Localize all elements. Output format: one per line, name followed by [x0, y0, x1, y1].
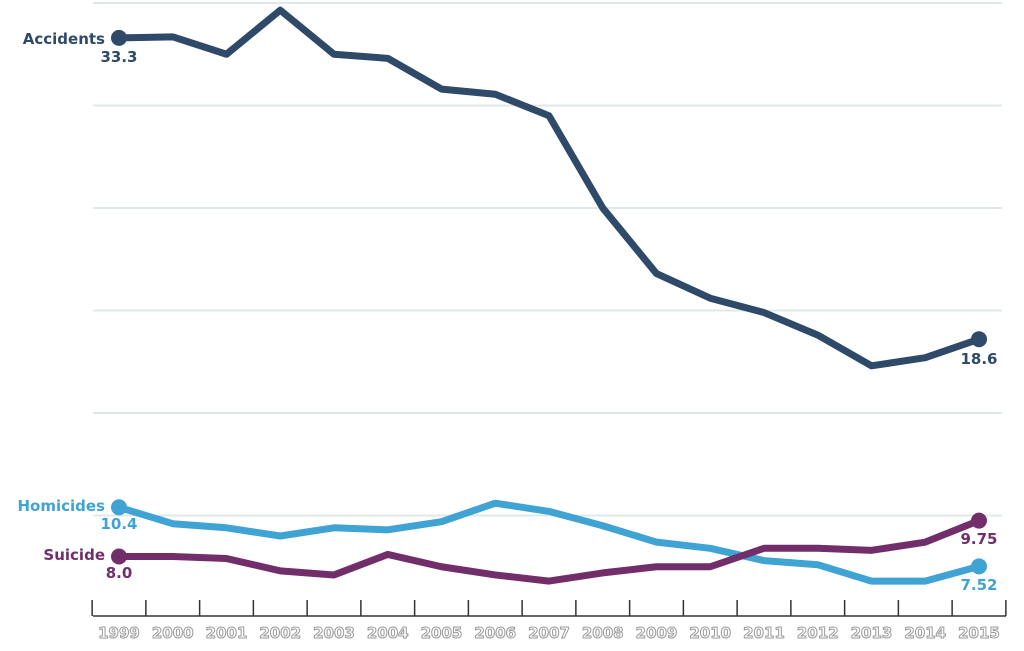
x-tick-label: 2006	[474, 624, 516, 642]
gridlines	[93, 2, 1002, 517]
series-name-label: Accidents	[23, 30, 105, 48]
start-point-marker	[111, 499, 127, 516]
x-tick-label: 2004	[367, 624, 409, 642]
start-point-marker	[111, 29, 127, 46]
x-axis: 1999 2000 2001 2002 2003 2004 2005 2006 2007 2008…	[91, 600, 1007, 643]
series-line-accidents	[115, 6, 983, 370]
start-value-label: 10.4	[100, 515, 137, 533]
start-point-marker	[111, 548, 127, 565]
x-tick-label: 2013	[851, 624, 893, 642]
end-point-marker	[971, 331, 987, 348]
x-tick-label: 2008	[582, 624, 624, 642]
series-line-suicide	[115, 517, 983, 585]
x-tick-label: 2000	[152, 624, 194, 642]
x-tick-label: 2011	[743, 624, 785, 642]
x-tick-label: 2014	[904, 624, 946, 642]
x-tick-label: 2010	[689, 624, 731, 642]
x-tick-label: 2012	[797, 624, 839, 642]
start-value-label: 33.3	[100, 48, 137, 66]
x-tick-label: 2001	[206, 624, 248, 642]
x-tick-label: 2005	[421, 624, 463, 642]
x-tick-label: 2002	[259, 624, 301, 642]
end-point-marker	[971, 558, 987, 575]
x-tick-label: 1999	[98, 624, 140, 642]
x-tick-label: 2007	[528, 624, 570, 642]
x-tick-label: 2015	[958, 624, 1000, 642]
series-line-homicides	[115, 499, 983, 585]
x-tick-label: 2009	[636, 624, 678, 642]
series-lines	[111, 6, 987, 585]
end-value-label: 9.75	[960, 530, 997, 548]
end-value-label: 7.52	[960, 576, 997, 594]
series-name-label: Suicide	[43, 546, 105, 564]
end-value-label: 18.6	[960, 350, 997, 368]
series-name-label: Homicides	[17, 497, 105, 515]
x-tick-label: 2003	[313, 624, 355, 642]
end-point-marker	[971, 512, 987, 529]
start-value-label: 8.0	[106, 564, 133, 582]
